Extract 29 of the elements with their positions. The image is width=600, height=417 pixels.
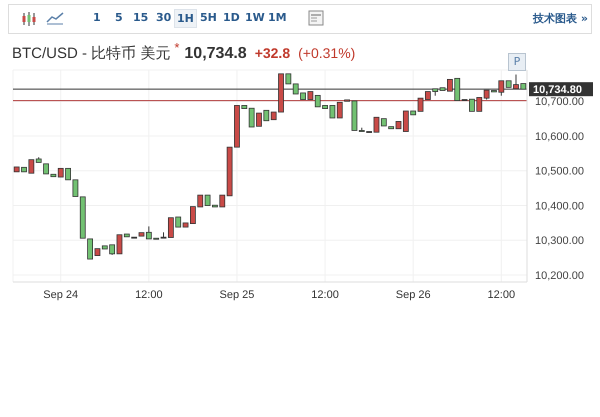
y-tick-label: 10,600.00 <box>535 130 584 143</box>
text: 30 <box>155 10 172 26</box>
text: 5 <box>114 10 124 26</box>
chart-title: BTC/USD - 比特币 美元 <box>12 45 170 62</box>
text: * <box>174 40 180 55</box>
text: 1D <box>222 10 241 26</box>
text: 1H <box>174 9 197 28</box>
text: 1 <box>92 10 102 26</box>
x-tick-label: Sep 25 <box>220 288 254 301</box>
x-tick-label: Sep 26 <box>396 288 431 301</box>
y-tick-label: 10,700.00 <box>535 96 584 108</box>
x-tick-label: 12:00 <box>311 288 339 301</box>
text: 10,734.8 <box>184 45 247 62</box>
x-tick-label: Sep 24 <box>43 288 78 301</box>
text: (+0.31%) <box>298 45 356 61</box>
y-tick-label: 10,400.00 <box>535 200 584 212</box>
text: +32.8 <box>254 45 290 61</box>
y-tick-label: 10,300.00 <box>535 235 584 248</box>
ref-line-label: 10,734.80 <box>533 84 582 96</box>
text: 技术图表 » <box>533 11 588 26</box>
y-tick-label: 10,200.00 <box>535 270 584 282</box>
x-tick-label: 12:00 <box>488 288 516 301</box>
text: 5H <box>199 10 218 26</box>
text: 1W <box>244 10 266 26</box>
y-tick-label: 10,500.00 <box>535 166 584 178</box>
text: 1M <box>267 10 288 26</box>
annotation: P <box>508 52 526 71</box>
x-tick-label: 12:00 <box>135 288 163 301</box>
text: 15 <box>132 10 150 26</box>
